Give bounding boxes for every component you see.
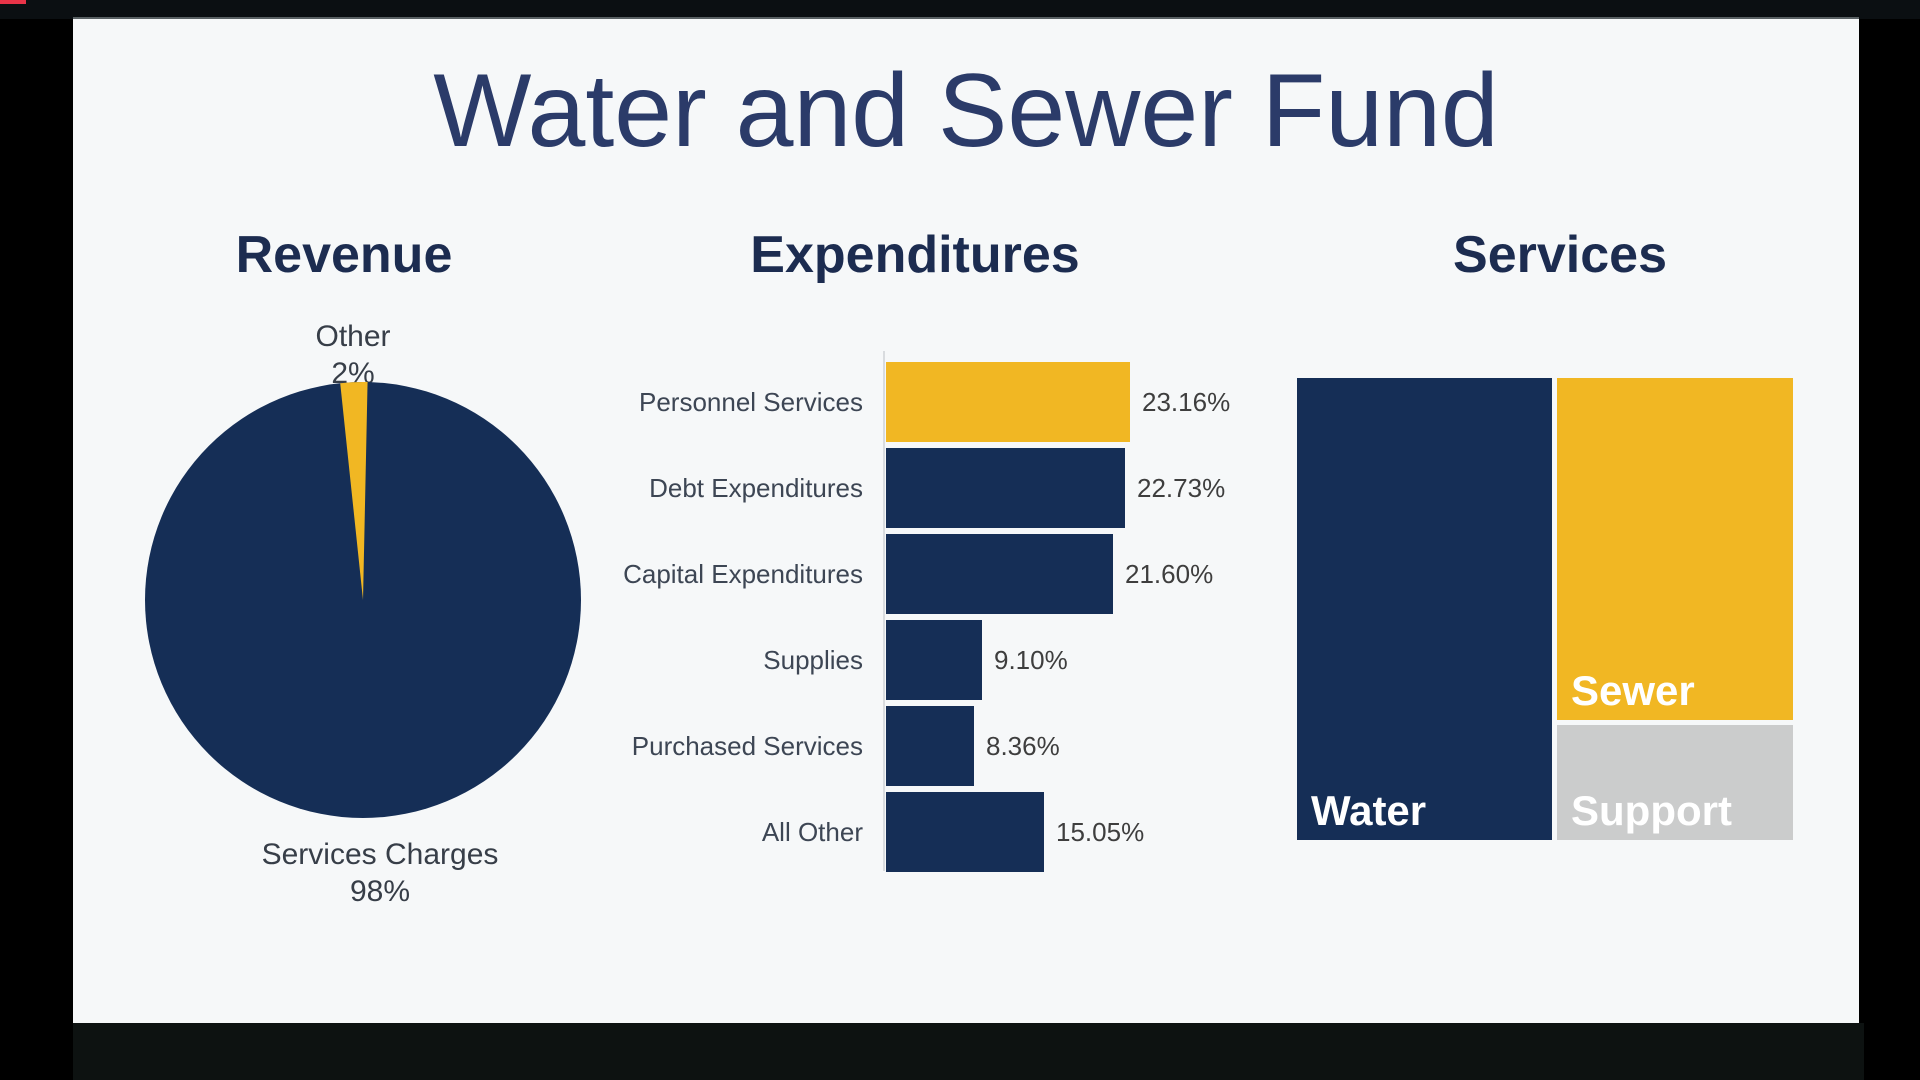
- bar-value-label: 15.05%: [1056, 816, 1145, 847]
- bar-rect: [886, 706, 974, 786]
- services-section-header: Services: [1453, 226, 1667, 284]
- bar-value-label: 23.16%: [1142, 386, 1231, 417]
- treemap-block-support: Support: [1557, 725, 1793, 840]
- pie-label-other-name: Other: [315, 320, 391, 353]
- bar-value-label: 9.10%: [994, 644, 1068, 675]
- bar-rect: [886, 534, 1113, 614]
- presentation-slide: Water and Sewer Fund Revenue Expenditure…: [73, 19, 1859, 1023]
- pie-label-services-charges: Services Charges 98%: [200, 836, 560, 910]
- bar-category-label: Personnel Services: [639, 386, 863, 417]
- bar-chart-axis-line: [883, 351, 885, 871]
- bar-category-label: Capital Expenditures: [623, 558, 863, 589]
- treemap-label-support: Support: [1571, 787, 1732, 834]
- video-progress-fragment: [0, 0, 26, 4]
- bar-value-label: 8.36%: [986, 730, 1060, 761]
- video-bottom-letterbox: [73, 1023, 1864, 1080]
- treemap-label-water: Water: [1311, 787, 1427, 834]
- video-top-letterbox: [0, 0, 1920, 19]
- bar-category-label: Debt Expenditures: [649, 472, 863, 503]
- expenditures-section-header: Expenditures: [750, 226, 1080, 284]
- pie-label-services-charges-name: Services Charges: [261, 838, 499, 871]
- bar-rect: [886, 620, 982, 700]
- bar-value-label: 22.73%: [1137, 472, 1226, 503]
- revenue-section-header: Revenue: [235, 226, 453, 284]
- pie-label-other: Other 2%: [253, 318, 453, 392]
- bar-rect: [886, 448, 1125, 528]
- bar-rect: [886, 362, 1130, 442]
- revenue-pie-chart: [145, 382, 581, 818]
- pie-label-services-charges-value: 98%: [349, 875, 411, 908]
- treemap-block-water: Water: [1297, 378, 1552, 840]
- bar-rect: [886, 792, 1044, 872]
- treemap-label-sewer: Sewer: [1571, 667, 1695, 714]
- bar-category-label: Purchased Services: [631, 730, 863, 761]
- slide-title: Water and Sewer Fund: [433, 53, 1499, 169]
- bar-category-label: Supplies: [763, 644, 863, 675]
- bar-category-label: All Other: [761, 816, 863, 847]
- pie-slice-other: [340, 382, 368, 600]
- bar-value-label: 21.60%: [1125, 558, 1214, 589]
- treemap-block-sewer: Sewer: [1557, 378, 1793, 720]
